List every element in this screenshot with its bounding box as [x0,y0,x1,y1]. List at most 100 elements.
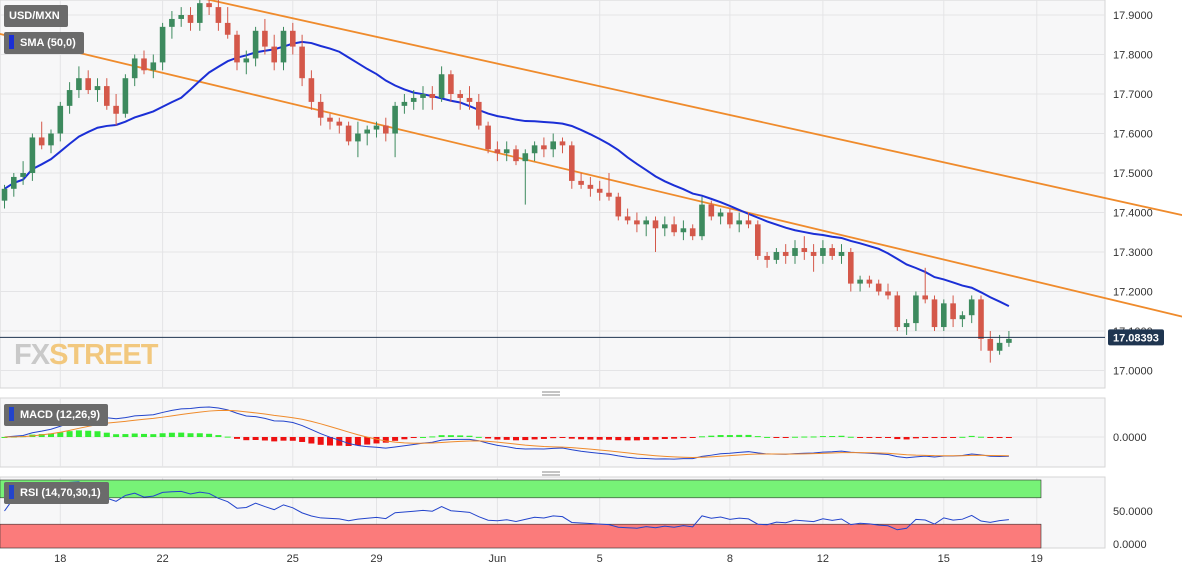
macd-histogram-bar [689,437,696,438]
candle-body [457,94,463,98]
macd-histogram-bar [559,437,566,438]
candle-body [745,220,752,225]
candle-body [364,129,370,134]
candle-body [838,252,845,256]
candle-body [606,192,612,197]
candle-body [931,299,938,328]
candle-body [262,30,268,47]
time-axis-tick: 29 [370,553,382,565]
macd-histogram-bar [531,437,538,440]
candle-body [29,137,36,173]
macd-histogram-bar [875,437,882,438]
candle-body [903,323,910,328]
candle-body [1,188,8,201]
macd-histogram-bar [475,436,482,438]
last-price-value: 17.08393 [1113,332,1159,344]
candle-body [569,145,575,181]
candle-body [829,248,835,256]
candle-body [113,105,119,114]
last-price-tag [1108,329,1164,346]
macd-histogram-bar [466,435,473,437]
price-axis-tick: 17.4000 [1113,208,1153,220]
candle-body [866,279,873,284]
candle-body [169,18,175,27]
macd-histogram-bar [745,434,752,437]
macd-histogram-bar [550,437,557,439]
candle-body [559,141,566,146]
macd-histogram-bar [950,437,957,438]
macd-histogram-bar [829,435,836,437]
candle-body [345,125,352,142]
macd-histogram-bar [447,435,454,437]
macd-histogram-bar [764,436,771,438]
candle-body [271,46,277,63]
macd-histogram-bar [150,434,157,437]
candle-body [392,105,398,134]
macd-histogram-bar [382,437,389,443]
candle-body [782,252,789,256]
macd-histogram-bar [568,437,575,439]
macd-histogram-bar [699,436,705,438]
candle-body [57,105,64,134]
rsi-legend: RSI (14,70,30,1) [4,482,109,504]
candle-body [11,176,17,189]
candle-body [857,279,863,284]
candle-body [448,74,454,94]
macd-histogram-bar [261,437,268,441]
macd-histogram-bar [336,437,343,446]
macd-histogram-bar [131,433,138,437]
candle-body [438,74,445,98]
macd-histogram-bar [819,436,826,438]
candle-body [206,3,212,8]
candle-body [38,137,45,146]
macd-histogram-bar [66,431,73,437]
candle-body [466,97,473,102]
macd-histogram-bar [596,437,603,440]
macd-histogram-bar [894,437,901,440]
macd-histogram-bar [652,437,659,440]
candle-body [420,94,426,98]
macd-histogram-bar [940,437,947,438]
time-axis-tick: 18 [54,553,66,565]
macd-legend-swatch [9,407,14,421]
macd-histogram-bar [606,437,612,440]
candle-body [662,224,668,229]
candle-body [476,101,482,126]
rsi-axis-tick: 50.0000 [1113,506,1153,518]
macd-histogram-bar [299,437,306,442]
macd-histogram-bar [494,437,501,440]
time-axis-tick: 25 [287,553,299,565]
macd-histogram-bar [857,437,864,438]
time-axis-tick: Jun [489,553,507,565]
macd-histogram-bar [615,437,622,441]
macd-histogram-bar [717,435,724,437]
candle-body [996,342,1003,351]
macd-histogram-bar [94,431,101,437]
macd-line [4,406,1009,460]
macd-histogram-bar [410,437,417,439]
candle-body [913,295,919,324]
sma-legend-text: SMA (50,0) [20,37,76,49]
macd-histogram-bar [457,435,464,437]
candle-body [736,220,742,225]
price-axis-tick: 17.2000 [1113,287,1153,299]
price-axis-tick: 17.5000 [1113,168,1153,180]
candle-body [773,252,780,260]
candle-body [699,204,705,237]
macd-histogram-bar [113,434,120,437]
macd-histogram-bar [643,437,650,440]
macd-histogram-bar [736,434,743,437]
macd-histogram-bar [754,436,761,438]
candle-body [243,58,250,63]
sma-legend: SMA (50,0) [4,32,84,54]
candle-body [689,228,696,237]
rsi-legend-swatch [9,485,14,499]
macd-histogram-bar [187,433,194,437]
symbol-label-text: USD/MXN [9,10,60,22]
candle-body [383,125,389,134]
price-axis-tick: 17.7000 [1113,89,1153,101]
main-pane [0,0,1106,389]
candle-body [104,86,110,106]
price-axis-tick: 17.0000 [1113,366,1153,378]
